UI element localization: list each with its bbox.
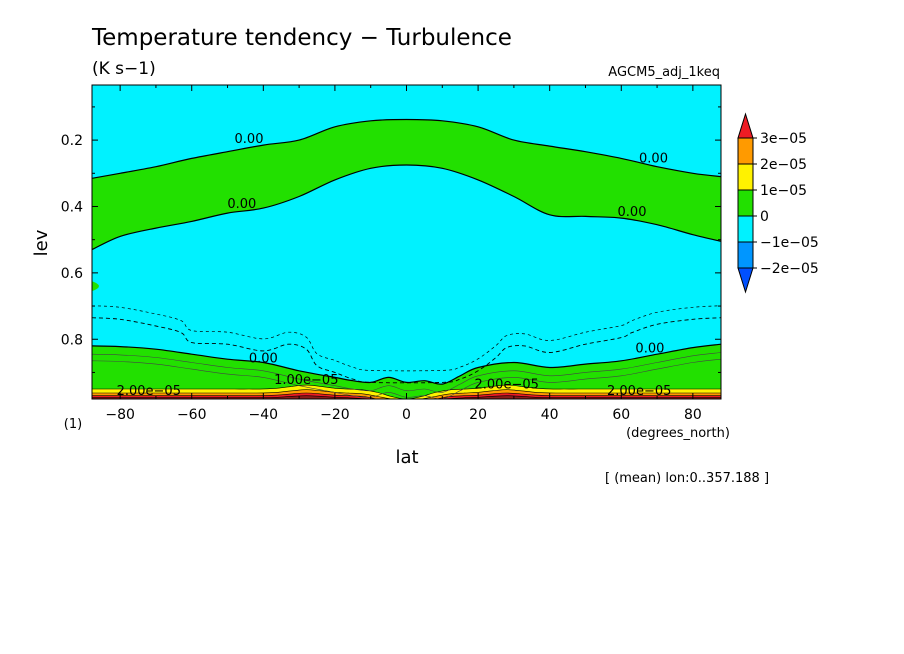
x-tick-label-6: 40 [541, 407, 559, 423]
contour-label-3: 0.00 [618, 205, 647, 220]
colorbar-segment-2 [737, 189, 754, 217]
contour-label-9: 2.00e−05 [607, 384, 671, 399]
colorbar-label-5: −2e−05 [760, 261, 819, 277]
colorbar-label-0: 3e−05 [760, 131, 807, 147]
colorbar-label-1: 2e−05 [760, 157, 807, 173]
contour-labels: 0.00 0.00 0.00 0.00 0.00 0.00 1.00e−05 2.00e−05… [117, 132, 672, 399]
contour-label-1: 0.00 [227, 197, 256, 212]
negative-dashed-contour [92, 317, 721, 384]
x-axis-ticks: −80 −60 −40 −20 0 20 40 60 80 [105, 85, 702, 423]
boundary-contour-thin-0 [92, 352, 721, 393]
x-tick-label-0: −80 [105, 407, 135, 423]
y-tick-label-2: 0.6 [61, 266, 83, 282]
x-tick-label-7: 60 [612, 407, 630, 423]
colorbar-top-arrow [737, 112, 754, 139]
contour-label-2: 0.00 [639, 151, 668, 166]
x-tick-label-1: −60 [177, 407, 207, 423]
y-tick-label-0: 0.2 [61, 133, 83, 149]
colorbar-label-3: 0 [760, 209, 769, 225]
colorbar-label-4: −1e−05 [760, 235, 819, 251]
y-axis-ticks: 0.2 0.4 0.6 0.8 [61, 106, 721, 373]
colorbar-segment-3 [737, 215, 754, 243]
chart-units: (K s−1) [92, 59, 156, 79]
contour-label-4: 0.00 [249, 352, 278, 367]
x-tick-label-4: 0 [402, 407, 411, 423]
contour-label-0: 0.00 [235, 132, 264, 147]
plot-area: 0.00 0.00 0.00 0.00 0.00 0.00 1.00e−05 2.00e−05… [92, 85, 721, 399]
x-axis-label: lat [395, 447, 418, 468]
colorbar-segment-4 [737, 241, 754, 269]
x-tick-label-8: 80 [684, 407, 702, 423]
contour-label-8: 2.00e−05 [117, 384, 181, 399]
negative-dashed-contour-2 [92, 305, 721, 372]
zero-contour-upper [92, 118, 721, 179]
y-tick-label-3: 0.8 [61, 332, 83, 348]
y-axis-label: lev [31, 229, 52, 256]
positive-band-upper [92, 119, 721, 250]
colorbar-segment-0 [737, 137, 754, 165]
colorbar-label-2: 1e−05 [760, 183, 807, 199]
x-tick-label-2: −40 [249, 407, 279, 423]
contour-lines [92, 118, 721, 399]
contour-label-5: 0.00 [635, 342, 664, 357]
positive-islet-south [92, 281, 99, 292]
zero-contour-lower [92, 164, 721, 251]
colorbar-bottom-arrow [737, 267, 754, 294]
x-tick-label-5: 20 [469, 407, 487, 423]
y-axis-unit-note: (1) [64, 417, 82, 432]
colorbar-segment-1 [737, 163, 754, 191]
positive-band-boundary-layer [92, 344, 721, 399]
x-tick-label-3: −20 [320, 407, 350, 423]
colorbar: 3e−05 2e−05 1e−05 0 −1e−05 −2e−05 [737, 112, 819, 294]
zero-contour-boundary-layer [92, 343, 721, 385]
x-axis-units: (degrees_north) [626, 426, 730, 441]
y-tick-label-1: 0.4 [61, 199, 83, 215]
chart-title: Temperature tendency − Turbulence [91, 25, 512, 51]
contour-label-6: 1.00e−05 [274, 373, 338, 388]
chart-source: AGCM5_adj_1keq [608, 65, 720, 80]
footnote: [ (mean) lon:0..357.188 ] [605, 471, 769, 486]
contour-label-7: 2.00e−05 [475, 377, 539, 392]
